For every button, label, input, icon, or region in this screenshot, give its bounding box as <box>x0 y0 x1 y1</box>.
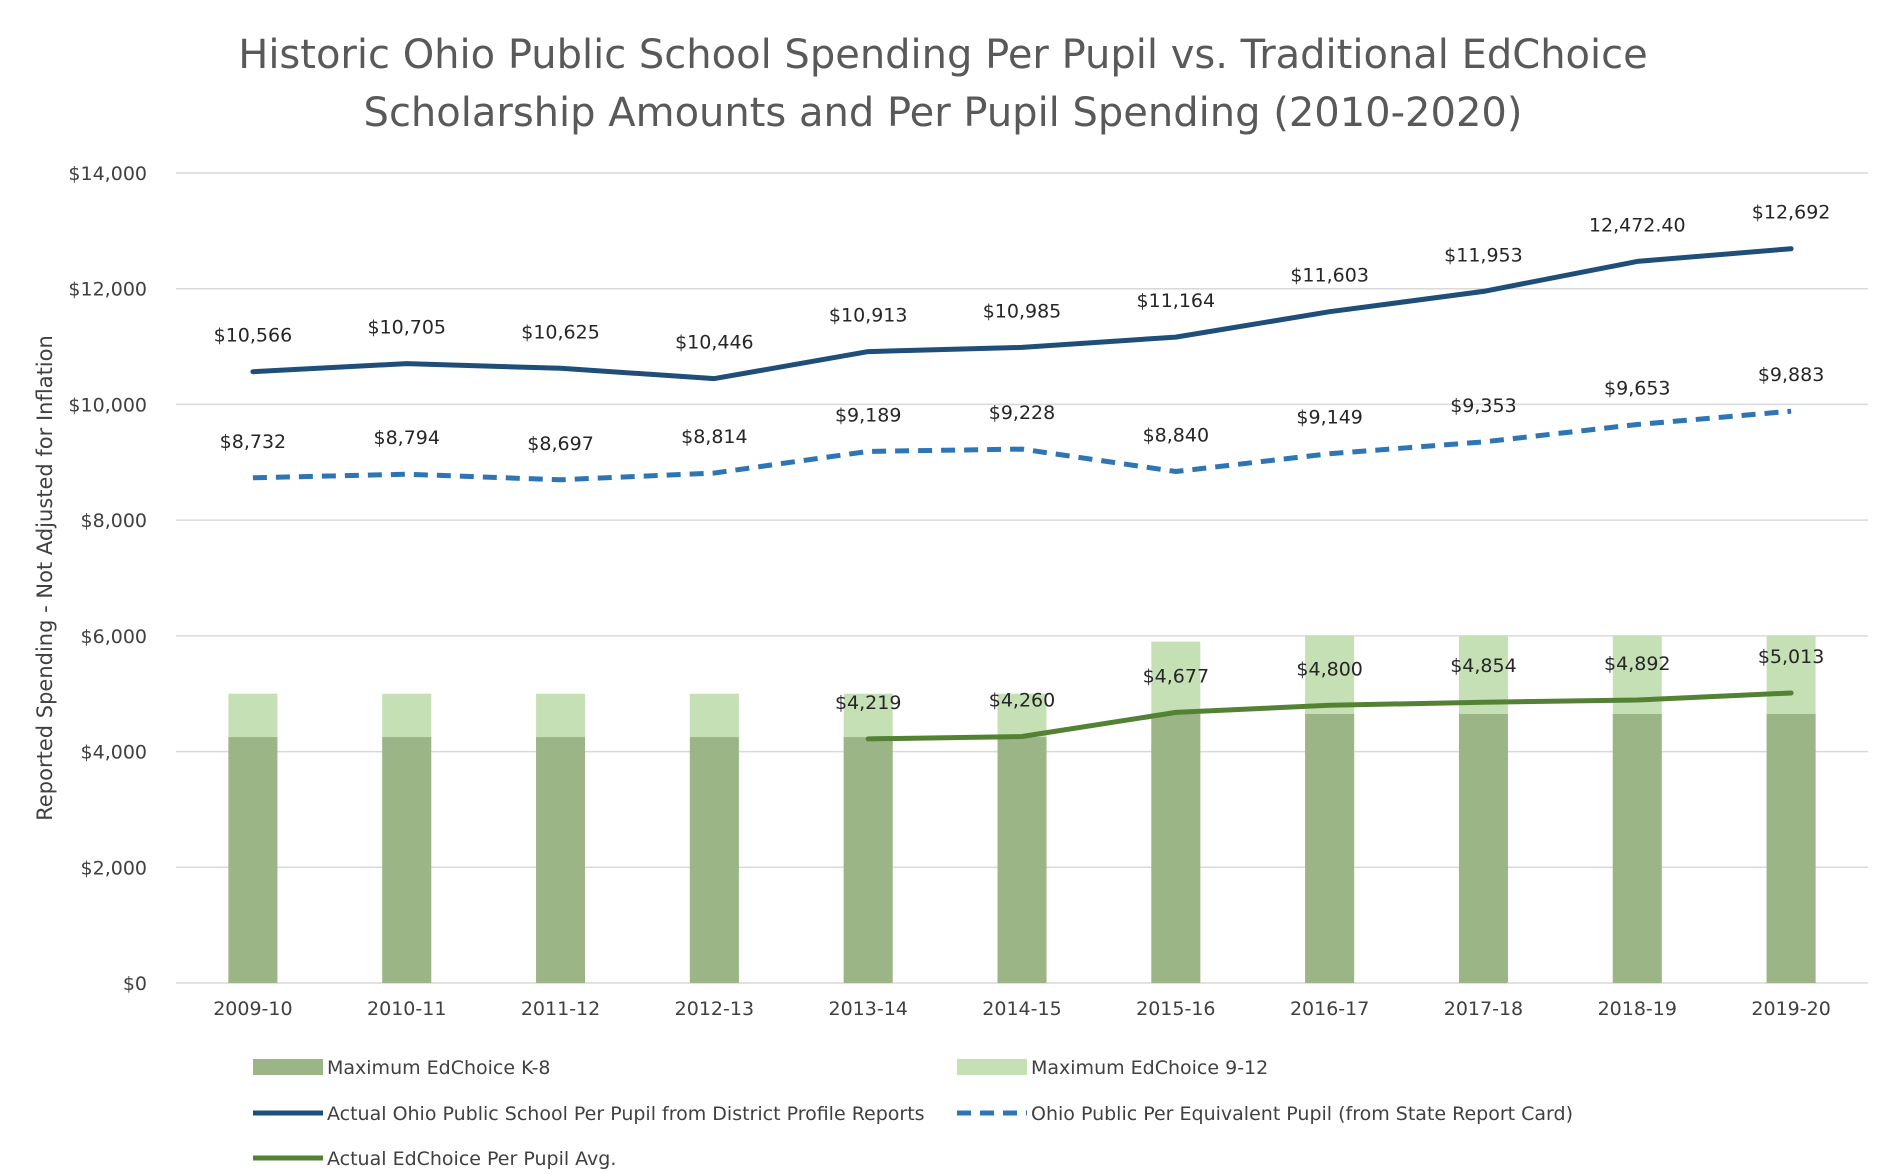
data-label: $4,892 <box>1604 653 1670 675</box>
data-label: $10,913 <box>829 305 908 327</box>
data-label: $11,953 <box>1444 244 1523 266</box>
bar-edchoice-k-8 <box>382 737 432 983</box>
y-axis-ticks: $0 $2,000 $4,000 $6,000 $8,000 $10,000 $12,000… <box>68 163 147 995</box>
bar-edchoice-k-8 <box>689 737 739 983</box>
bar-edchoice-k-8 <box>1612 713 1662 983</box>
data-label: $10,446 <box>675 332 754 354</box>
y-axis-label: Reported Spending - Not Adjusted for Inf… <box>33 335 57 821</box>
data-label: $8,697 <box>527 433 593 455</box>
lines <box>250 246 1794 742</box>
x-tick-label: 2012-13 <box>675 998 754 1020</box>
chart-title-line-2: Scholarship Amounts and Per Pupil Spendi… <box>364 90 1523 136</box>
bar-edchoice-k-8 <box>997 737 1047 983</box>
data-label: $4,854 <box>1450 655 1516 677</box>
data-label: $8,840 <box>1143 425 1209 447</box>
data-label: $10,625 <box>521 321 600 343</box>
data-label: $4,677 <box>1143 665 1209 687</box>
y-tick-label: $8,000 <box>81 510 147 532</box>
legend: Maximum EdChoice K-8 Maximum EdChoice 9-1… <box>253 1057 1573 1170</box>
y-tick-label: $12,000 <box>68 279 147 301</box>
data-label: $5,013 <box>1758 646 1824 668</box>
data-label: $8,732 <box>220 431 286 453</box>
x-tick-label: 2016-17 <box>1290 998 1369 1020</box>
x-tick-label: 2018-19 <box>1598 998 1677 1020</box>
data-label: 12,472.40 <box>1589 214 1686 236</box>
data-label: $10,566 <box>214 325 293 347</box>
y-tick-label: $4,000 <box>81 742 147 764</box>
data-label: $8,794 <box>373 427 439 449</box>
data-label: $9,228 <box>989 402 1055 424</box>
bar-edchoice-k-8 <box>1151 713 1201 983</box>
y-tick-label: $0 <box>123 973 147 995</box>
line-edchoice-avg <box>865 690 1794 742</box>
legend-label: Maximum EdChoice K-8 <box>327 1057 551 1079</box>
line-district-profile <box>250 246 1794 382</box>
data-label: $10,705 <box>367 317 446 339</box>
legend-label: Ohio Public Per Equivalent Pupil (from S… <box>1031 1103 1573 1125</box>
x-tick-label: 2013-14 <box>828 998 907 1020</box>
legend-label: Actual EdChoice Per Pupil Avg. <box>327 1148 616 1170</box>
data-label: $4,800 <box>1296 658 1362 680</box>
bar-edchoice-k-8 <box>1458 713 1508 983</box>
x-tick-label: 2009-10 <box>213 998 292 1020</box>
bar-edchoice-k-8 <box>536 737 586 983</box>
data-label: $9,653 <box>1604 378 1670 400</box>
y-tick-label: $10,000 <box>68 394 147 416</box>
legend-label: Actual Ohio Public School Per Pupil from… <box>327 1103 925 1125</box>
bars <box>228 635 1816 983</box>
x-tick-label: 2015-16 <box>1136 998 1215 1020</box>
y-tick-label: $2,000 <box>81 857 147 879</box>
x-tick-label: 2011-12 <box>521 998 600 1020</box>
x-tick-label: 2017-18 <box>1444 998 1523 1020</box>
legend-swatch-1 <box>253 1059 323 1075</box>
y-axis-title: Reported Spending - Not Adjusted for Inf… <box>33 335 57 821</box>
data-label: $12,692 <box>1752 202 1831 224</box>
y-tick-label: $14,000 <box>68 163 147 185</box>
x-tick-label: 2019-20 <box>1751 998 1830 1020</box>
legend-swatch-2 <box>957 1059 1027 1075</box>
data-labels: $10,566 $10,705 $10,625 $10,446 $10,913 $10,9… <box>214 202 1831 714</box>
data-label: $9,149 <box>1296 407 1362 429</box>
data-label: $4,219 <box>835 692 901 714</box>
data-label: $9,883 <box>1758 364 1824 386</box>
data-label: $4,260 <box>989 690 1055 712</box>
legend-label: Maximum EdChoice 9-12 <box>1031 1057 1268 1079</box>
x-tick-label: 2010-11 <box>367 998 446 1020</box>
bar-edchoice-k-8 <box>1766 713 1816 983</box>
x-axis-ticks: 2009-10 2010-11 2011-12 2012-13 2013-14 2014-… <box>213 998 1831 1020</box>
y-tick-label: $6,000 <box>81 626 147 648</box>
chart-title-line-1: Historic Ohio Public School Spending Per… <box>238 32 1648 78</box>
data-label: $9,353 <box>1450 395 1516 417</box>
x-tick-label: 2014-15 <box>982 998 1061 1020</box>
bar-edchoice-k-8 <box>1305 713 1355 983</box>
data-label: $11,164 <box>1137 290 1216 312</box>
data-label: $8,814 <box>681 426 747 448</box>
data-label: $11,603 <box>1290 265 1369 287</box>
bar-edchoice-k-8 <box>843 737 893 983</box>
line-state-report-card <box>252 408 1792 483</box>
data-label: $9,189 <box>835 404 901 426</box>
data-label: $10,985 <box>983 300 1062 322</box>
chart-title: Historic Ohio Public School Spending Per… <box>238 32 1648 136</box>
bar-edchoice-k-8 <box>228 737 278 983</box>
